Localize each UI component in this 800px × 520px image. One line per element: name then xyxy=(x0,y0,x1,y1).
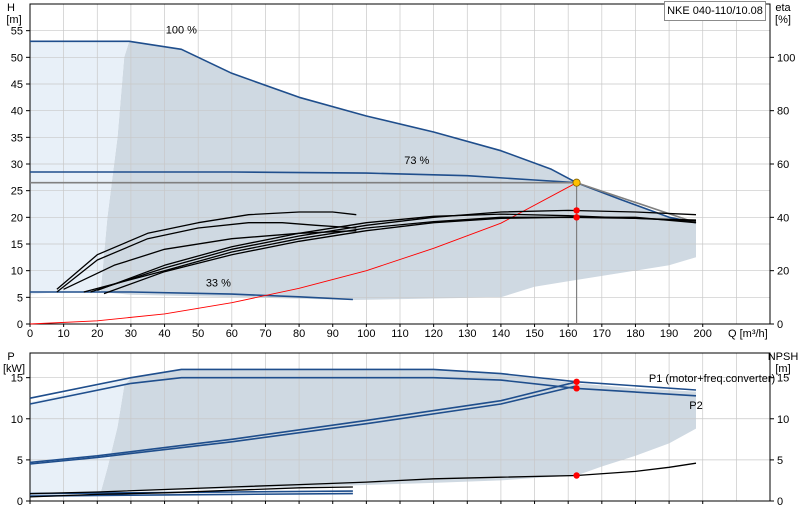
power-y2tick-label: 15 xyxy=(777,373,789,385)
head-head-curve xyxy=(30,291,353,301)
head-y2tick-label: 20 xyxy=(777,266,789,278)
head-head-curve xyxy=(30,40,697,224)
head-xtick-label: 70 xyxy=(259,328,271,340)
power-operating-range xyxy=(30,369,696,493)
head-efficiency-curve xyxy=(63,230,357,290)
power-y2label: NPSH xyxy=(768,351,799,363)
power-y2tick-label: 10 xyxy=(777,414,789,426)
head-xtick-label: 160 xyxy=(559,328,577,340)
power-power-curve xyxy=(29,381,577,464)
head-efficiency-curve xyxy=(56,211,357,290)
head-xtick-label: 100 xyxy=(357,328,375,340)
power-npsh-curve xyxy=(29,486,353,498)
head-xtick-label: 0 xyxy=(27,328,33,340)
power-low-flow-region xyxy=(30,377,131,498)
power-yunit: [kW] xyxy=(3,363,25,375)
power-ytick-label: 15 xyxy=(11,373,23,385)
power-series-label: P1 (motor+freq.converter) xyxy=(649,373,775,385)
head-y2tick-label: 60 xyxy=(777,159,789,171)
power-y2tick-label: 5 xyxy=(777,455,783,467)
head-ytick-label: 50 xyxy=(11,52,23,64)
head-xlabel: Q [m³/h] xyxy=(728,328,768,340)
head-yunit: [m] xyxy=(6,14,21,26)
head-operating-range xyxy=(30,41,696,301)
head-speed-label: 100 % xyxy=(166,24,197,36)
power-power-curve xyxy=(29,376,697,405)
head-ytick-label: 45 xyxy=(11,79,23,91)
pump-model-label: NKE 040-110/10.08 xyxy=(664,1,766,21)
power-y2unit: [m] xyxy=(775,363,790,375)
power-npsh-curve xyxy=(29,462,697,495)
head-y2tick-label: 40 xyxy=(777,212,789,224)
head-efficiency-curve xyxy=(56,222,357,293)
head-xtick-label: 30 xyxy=(125,328,137,340)
power-ytick-label: 10 xyxy=(11,414,23,426)
head-xtick-label: 60 xyxy=(226,328,238,340)
head-speed-label: 33 % xyxy=(206,278,231,290)
head-ytick-label: 30 xyxy=(11,159,23,171)
head-head-curve xyxy=(30,171,577,184)
head-low-flow-region xyxy=(30,41,130,295)
head-ytick-label: 20 xyxy=(11,212,23,224)
head-ytick-label: 10 xyxy=(11,266,23,278)
head-xtick-label: 20 xyxy=(91,328,103,340)
power-power-curve xyxy=(29,385,577,465)
head-ytick-label: 5 xyxy=(17,292,23,304)
head-system-curve xyxy=(29,182,577,325)
head-xtick-label: 110 xyxy=(391,328,409,340)
head-xtick-label: 40 xyxy=(158,328,170,340)
power-y2tick-label: 0 xyxy=(777,496,783,508)
head-y2label: eta xyxy=(775,2,791,14)
head-ytick-label: 35 xyxy=(11,132,23,144)
power-marker xyxy=(573,378,580,385)
power-marker xyxy=(573,472,580,479)
head-y2tick-label: 100 xyxy=(777,52,795,64)
power-ytick-label: 0 xyxy=(17,496,23,508)
head-ytick-label: 25 xyxy=(11,186,23,198)
power-ytick-label: 5 xyxy=(17,455,23,467)
head-ytick-label: 0 xyxy=(17,319,23,331)
head-efficiency-marker xyxy=(573,214,580,221)
power-series-label: P2 xyxy=(689,400,702,412)
head-xtick-label: 50 xyxy=(192,328,204,340)
head-ylabel: H xyxy=(7,2,15,14)
head-efficiency-curve xyxy=(103,216,697,295)
head-xtick-label: 10 xyxy=(58,328,70,340)
head-efficiency-marker xyxy=(573,207,580,214)
head-speed-label: 73 % xyxy=(404,155,429,167)
head-ytick-label: 55 xyxy=(11,26,23,38)
power-marker xyxy=(573,385,580,392)
head-xtick-label: 170 xyxy=(593,328,611,340)
power-power-curve xyxy=(29,368,697,399)
head-ytick-label: 40 xyxy=(11,106,23,118)
head-xtick-label: 190 xyxy=(660,328,678,340)
head-duty-point xyxy=(572,178,581,187)
head-xtick-label: 200 xyxy=(694,328,712,340)
head-efficiency-curve xyxy=(90,209,697,293)
head-xtick-label: 150 xyxy=(525,328,543,340)
head-xtick-label: 130 xyxy=(458,328,476,340)
head-xtick-label: 80 xyxy=(293,328,305,340)
head-xtick-label: 120 xyxy=(424,328,442,340)
head-efficiency-curve xyxy=(97,213,697,292)
power-ylabel: P xyxy=(7,351,14,363)
head-y2unit: [%] xyxy=(775,14,791,26)
head-y2tick-label: 0 xyxy=(777,319,783,331)
head-y2tick-label: 80 xyxy=(777,106,789,118)
head-xtick-label: 90 xyxy=(327,328,339,340)
head-ytick-label: 15 xyxy=(11,239,23,251)
head-xtick-label: 140 xyxy=(492,328,510,340)
head-xtick-label: 180 xyxy=(626,328,644,340)
